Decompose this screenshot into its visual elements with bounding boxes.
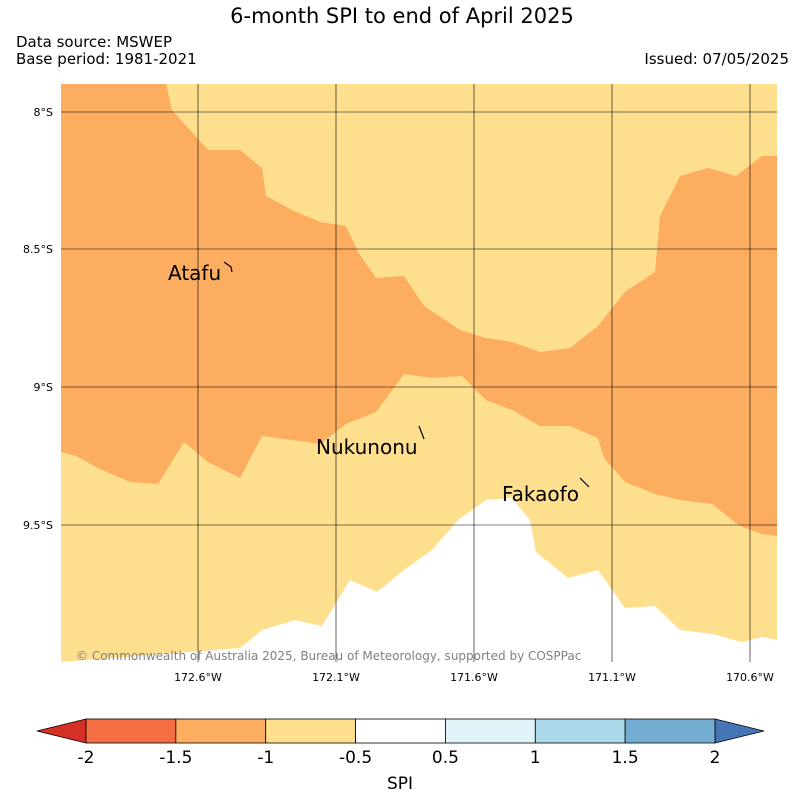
place-atafu: Atafu [168,261,233,285]
colorbar-tick-label: 1.5 [612,748,639,768]
place-label-atafu: Atafu [168,261,221,285]
page-title: 6-month SPI to end of April 2025 [230,4,574,28]
lon-label: 170.6°W [726,671,774,684]
colorbar-tick-label: -2 [78,748,95,768]
base-period-label: Base period: 1981-2021 [16,50,197,68]
colorbar-segment [85,718,177,744]
lon-label: 172.6°W [174,671,222,684]
gridlines [61,84,777,662]
copyright-notice: © Commonwealth of Australia 2025, Bureau… [76,649,581,663]
colorbar-segment [175,718,267,744]
colorbar-segment [534,718,626,744]
lat-label: 9°S [34,381,53,394]
colorbar-segment [624,718,716,744]
colorbar-tick-label: -1 [257,748,274,768]
fakaofo-island-outline [579,477,590,488]
lat-label: 8.5°S [23,243,53,256]
nukunonu-island-outline [418,425,425,440]
colorbar-label: SPI [387,774,413,794]
spi-zone-orange [61,84,777,536]
colorbar-over-arrow [714,718,765,744]
spi-zone-white [61,498,777,662]
colorbar-under-arrow [36,718,87,744]
lon-label: 172.1°W [312,671,360,684]
issued-date-label: Issued: 07/05/2025 [644,50,789,68]
colorbar-tick-label: 0.5 [432,748,459,768]
colorbar-segment [445,718,536,744]
lon-label: 171.6°W [450,671,498,684]
atafu-island-outline [223,261,233,273]
colorbar-scale: -2 -1.5 -1 -0.5 0.5 1 1.5 2 [36,718,765,768]
colorbar-segment [265,718,356,744]
lat-labels: 8°S 8.5°S 9°S 9.5°S [23,106,53,532]
colorbar-tick-label: 1 [530,748,541,768]
place-label-nukunonu: Nukunonu [316,435,418,459]
lat-label: 9.5°S [23,519,53,532]
colorbar-tick-label: -0.5 [339,748,372,768]
lat-label: 8°S [34,106,53,119]
place-label-fakaofo: Fakaofo [502,482,579,506]
place-fakaofo: Fakaofo [502,477,590,506]
colorbar-tick-label: 2 [710,748,721,768]
colorbar-tick-label: -1.5 [159,748,192,768]
lon-label: 171.1°W [588,671,636,684]
map: 8°S 8.5°S 9°S 9.5°S 172.6°W 172.1°W 171.… [23,84,777,684]
lon-labels: 172.6°W 172.1°W 171.6°W 171.1°W 170.6°W [174,671,774,684]
data-source-label: Data source: MSWEP [16,33,173,51]
colorbar-segment [355,718,446,744]
place-nukunonu: Nukunonu [316,425,425,459]
